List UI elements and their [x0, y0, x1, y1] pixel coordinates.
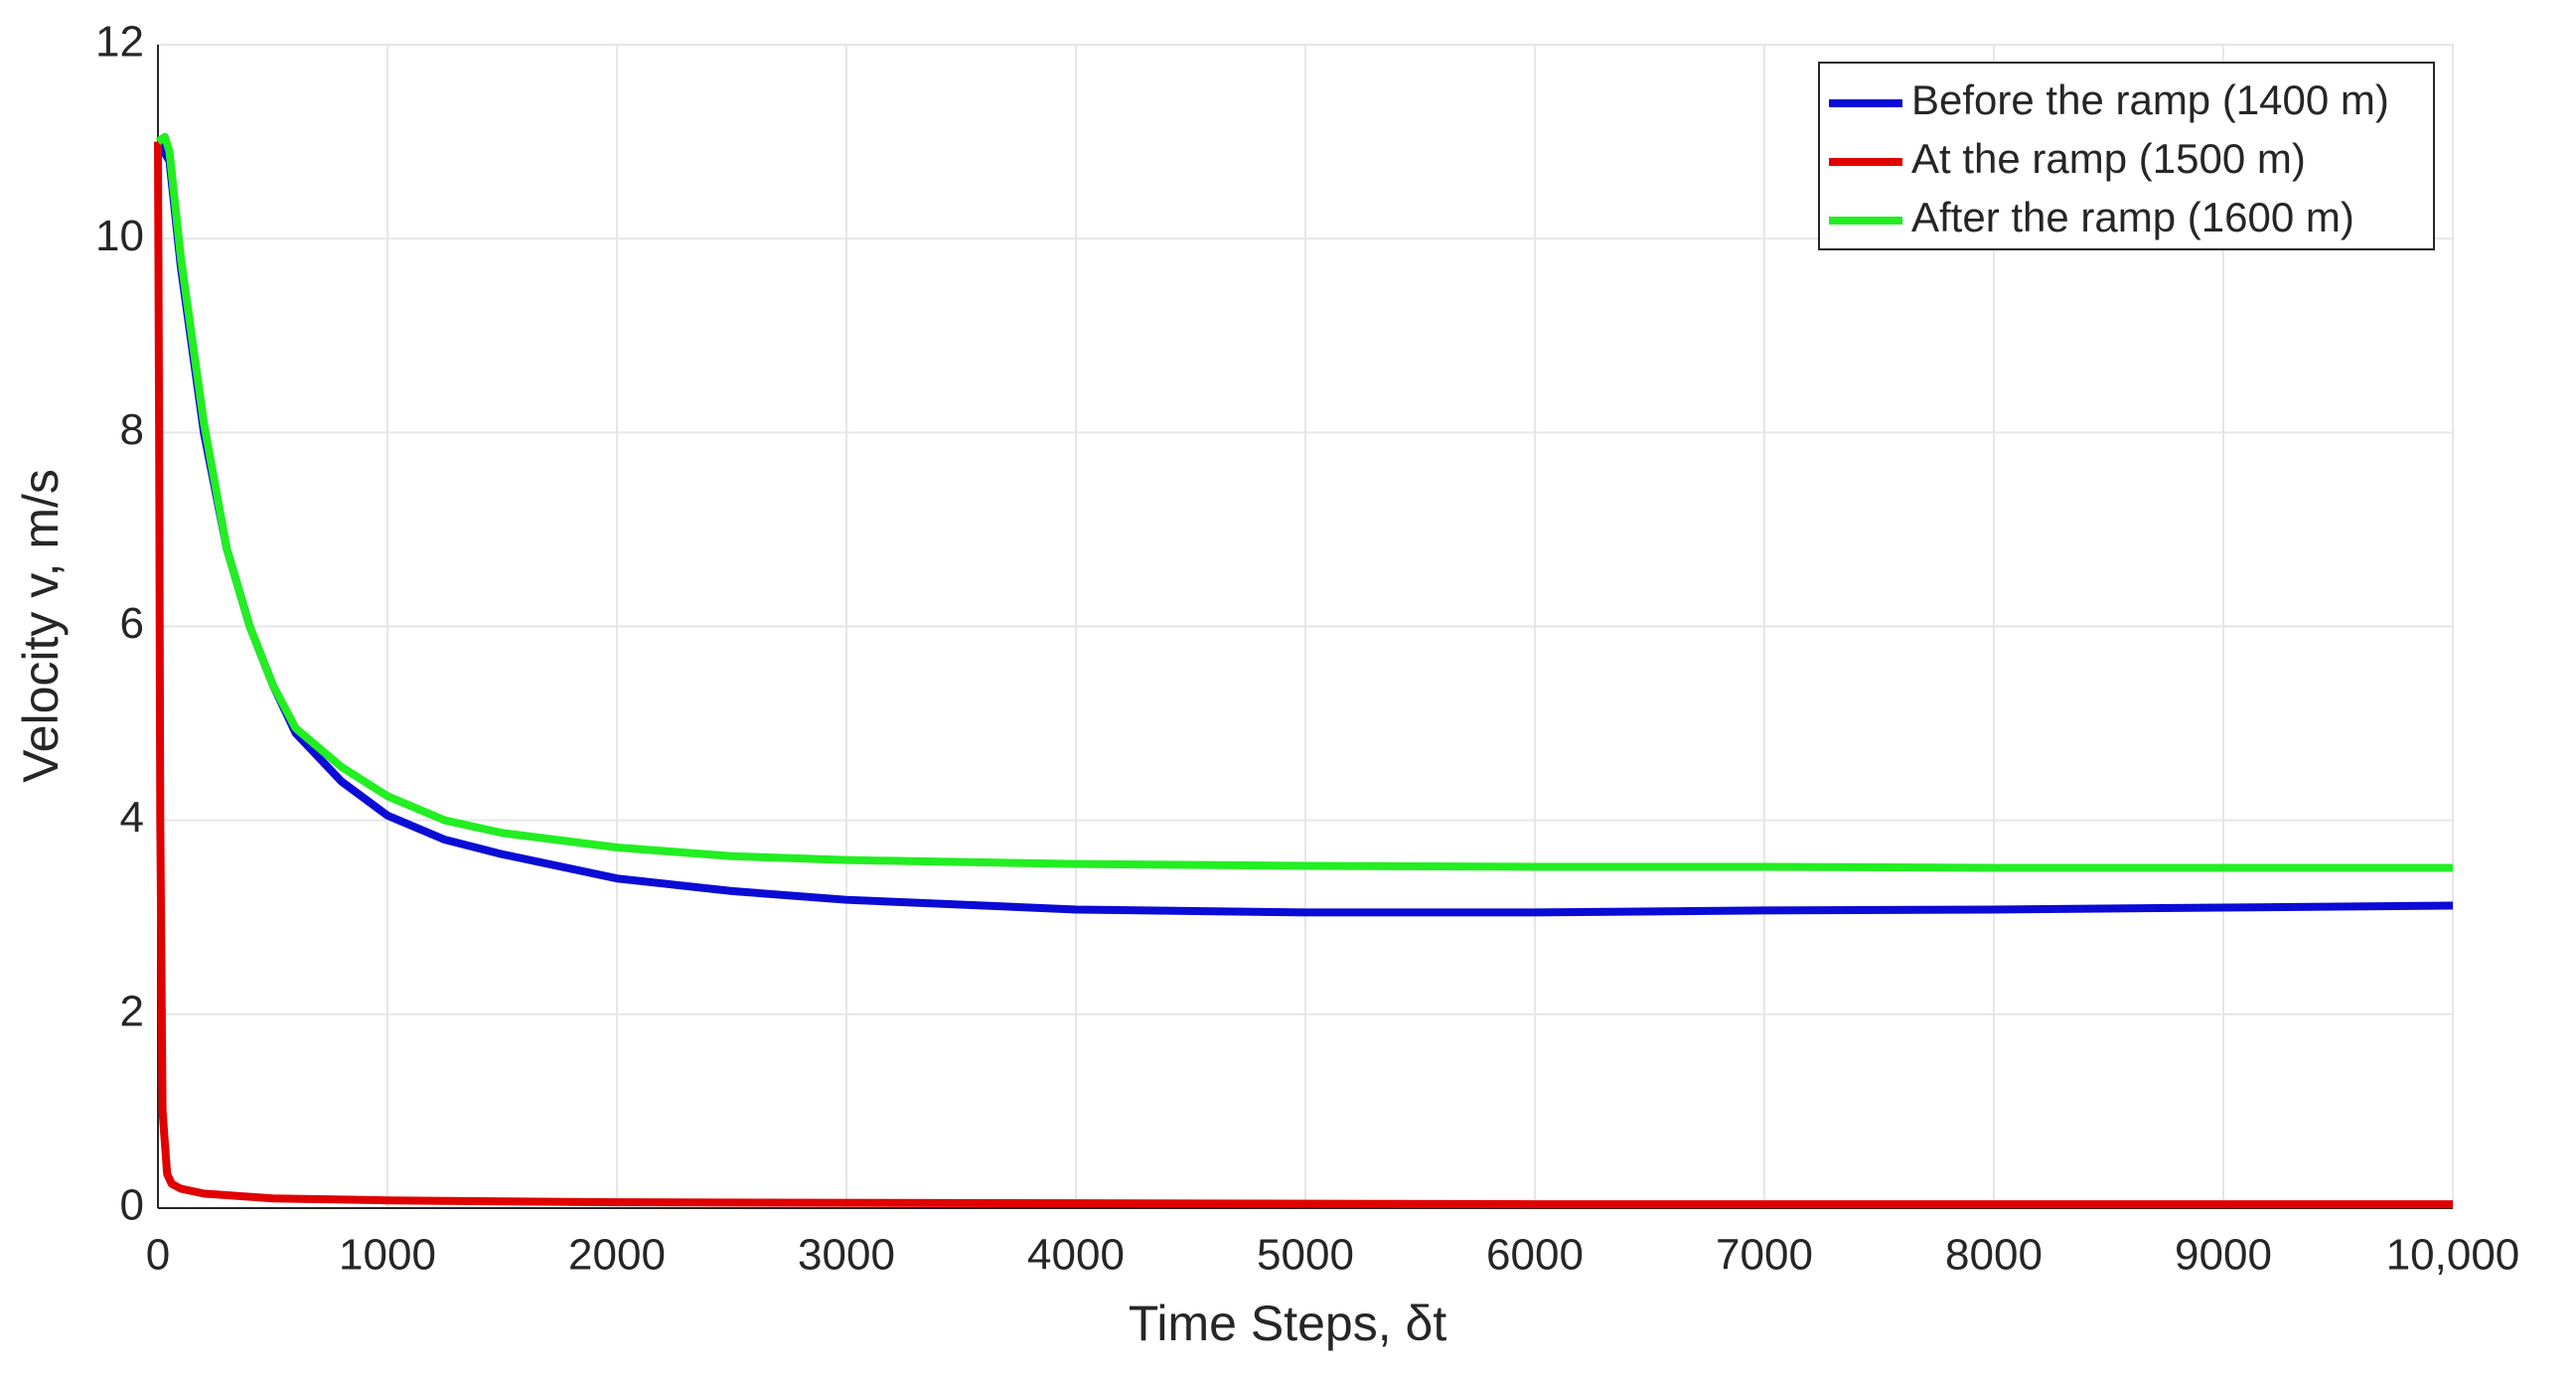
y-axis-label: Velocity v, m/s [13, 469, 69, 783]
x-tick-label: 10,000 [2386, 1231, 2520, 1280]
x-tick-label: 0 [146, 1231, 170, 1280]
y-tick-label: 8 [120, 405, 144, 454]
legend-label: Before the ramp (1400 m) [1911, 77, 2389, 123]
line-series [154, 141, 2453, 1209]
x-tick-label: 9000 [2175, 1231, 2272, 1280]
y-tick-label: 0 [120, 1181, 144, 1230]
y-tick-label: 10 [95, 212, 144, 260]
x-tick-label: 3000 [798, 1231, 895, 1280]
y-tick-label: 2 [120, 987, 144, 1035]
line-series [155, 132, 2453, 872]
y-tick-label: 6 [120, 599, 144, 648]
y-tick-label: 4 [120, 793, 144, 842]
x-tick-label: 6000 [1486, 1231, 1584, 1280]
legend-label: At the ramp (1500 m) [1911, 135, 2306, 182]
x-tick-label: 4000 [1027, 1231, 1125, 1280]
x-tick-label: 7000 [1716, 1231, 1813, 1280]
x-axis-label: Time Steps, δt [1129, 1296, 1447, 1351]
x-tick-label: 5000 [1257, 1231, 1354, 1280]
legend-box [1818, 62, 2435, 250]
x-tick-label: 2000 [568, 1231, 666, 1280]
x-tick-label: 8000 [1945, 1231, 2043, 1280]
legend-label: After the ramp (1600 m) [1911, 194, 2354, 240]
x-tick-label: 1000 [339, 1231, 436, 1280]
y-tick-label: 12 [95, 18, 144, 67]
